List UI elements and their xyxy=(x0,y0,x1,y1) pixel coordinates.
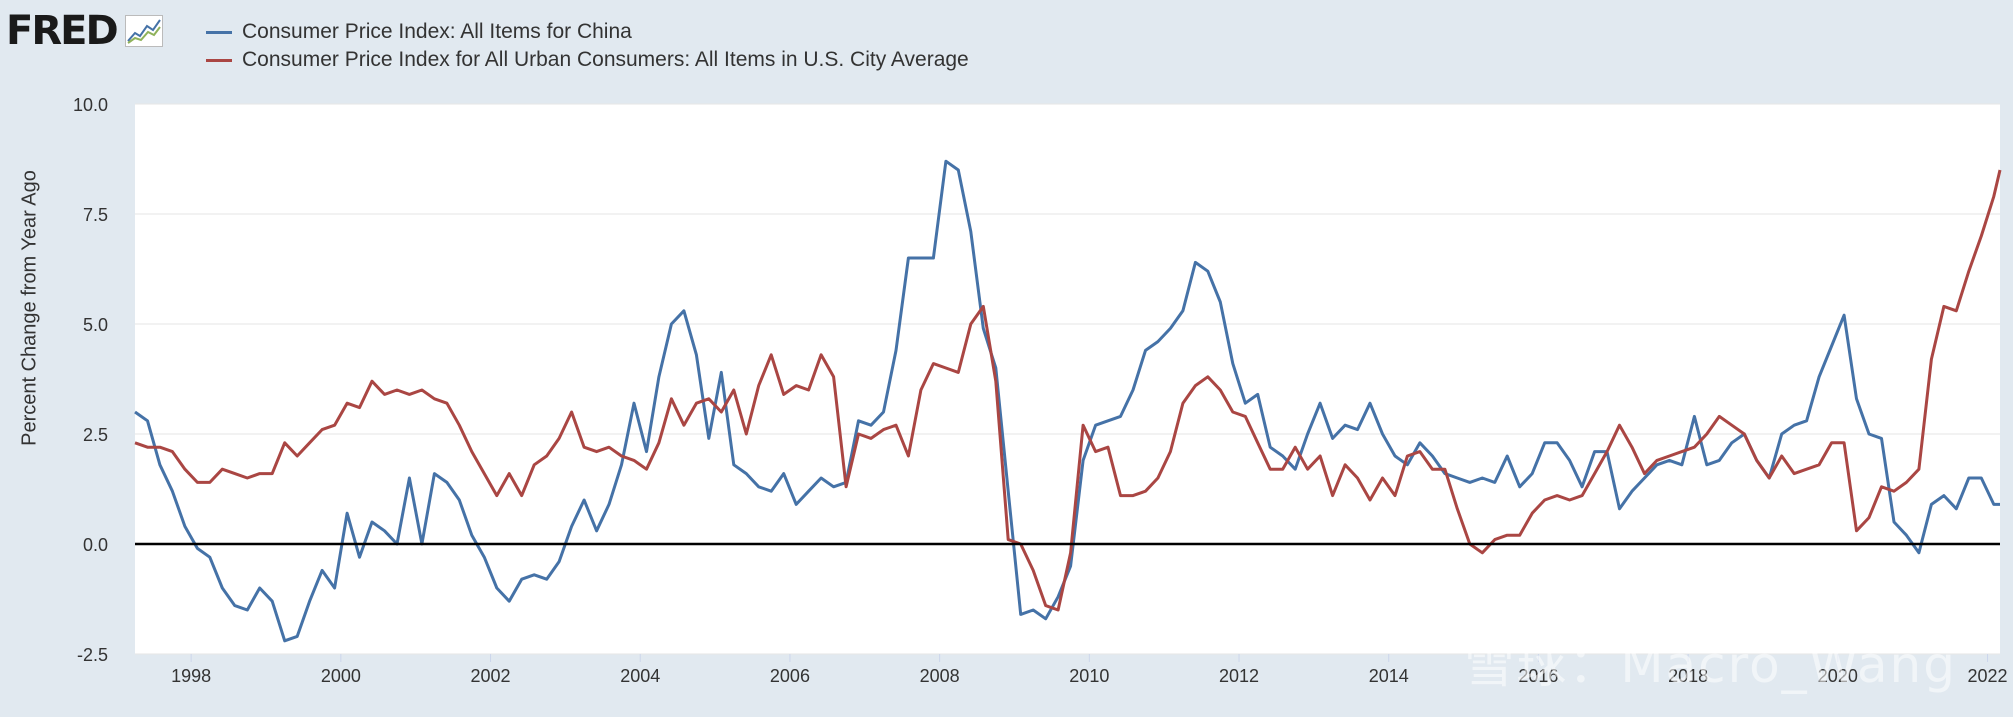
legend-label-us: Consumer Price Index for All Urban Consu… xyxy=(242,48,969,71)
x-tick-label: 2006 xyxy=(770,666,810,686)
series-lines xyxy=(134,159,2002,643)
series-line-china xyxy=(134,159,2000,643)
legend-item-china[interactable]: Consumer Price Index: All Items for Chin… xyxy=(206,18,969,46)
y-axis-ticks: -2.5 0.0 2.5 5.0 7.5 10.0 xyxy=(73,95,108,665)
watermark: 雪球：Macro_Wang xyxy=(1464,636,1957,694)
x-tick-label: 2012 xyxy=(1219,666,1259,686)
y-tick-label: 5.0 xyxy=(83,315,108,335)
x-tick-label: 2004 xyxy=(620,666,660,686)
y-tick-label: -2.5 xyxy=(77,645,108,665)
x-tick-label: 2010 xyxy=(1069,666,1109,686)
series-line-us xyxy=(134,169,2002,612)
legend-swatch-us xyxy=(206,58,232,62)
x-tick-label: 2016 xyxy=(1518,666,1558,686)
chart-icon xyxy=(124,15,163,47)
logo-text: FRED xyxy=(6,8,119,54)
y-tick-label: 2.5 xyxy=(83,425,108,445)
legend-swatch-china xyxy=(206,30,232,34)
y-tick-label: 10.0 xyxy=(73,95,108,115)
fred-logo[interactable]: FRED xyxy=(6,8,163,54)
x-tick-label: 2002 xyxy=(471,666,511,686)
legend: Consumer Price Index: All Items for Chin… xyxy=(206,18,969,74)
x-tick-label: 2020 xyxy=(1818,666,1858,686)
x-tick-label: 2022 xyxy=(1968,666,2008,686)
x-tick-label: 2000 xyxy=(321,666,361,686)
y-tick-label: 7.5 xyxy=(83,205,108,225)
x-axis-ticks: 1998 2000 2002 2004 2006 2008 2010 2012 2014 2016… xyxy=(171,654,2008,686)
x-tick-label: 2014 xyxy=(1369,666,1409,686)
x-tick-label: 2008 xyxy=(920,666,960,686)
y-tick-label: 0.0 xyxy=(83,535,108,555)
legend-item-us[interactable]: Consumer Price Index for All Urban Consu… xyxy=(206,46,969,74)
x-tick-label: 1998 xyxy=(171,666,211,686)
legend-label-china: Consumer Price Index: All Items for Chin… xyxy=(242,20,632,43)
x-tick-label: 2018 xyxy=(1668,666,1708,686)
